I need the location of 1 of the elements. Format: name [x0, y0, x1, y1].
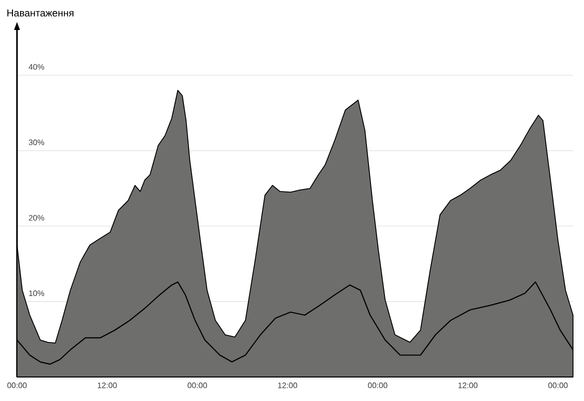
y-axis-title: Навантаження: [7, 10, 74, 17]
